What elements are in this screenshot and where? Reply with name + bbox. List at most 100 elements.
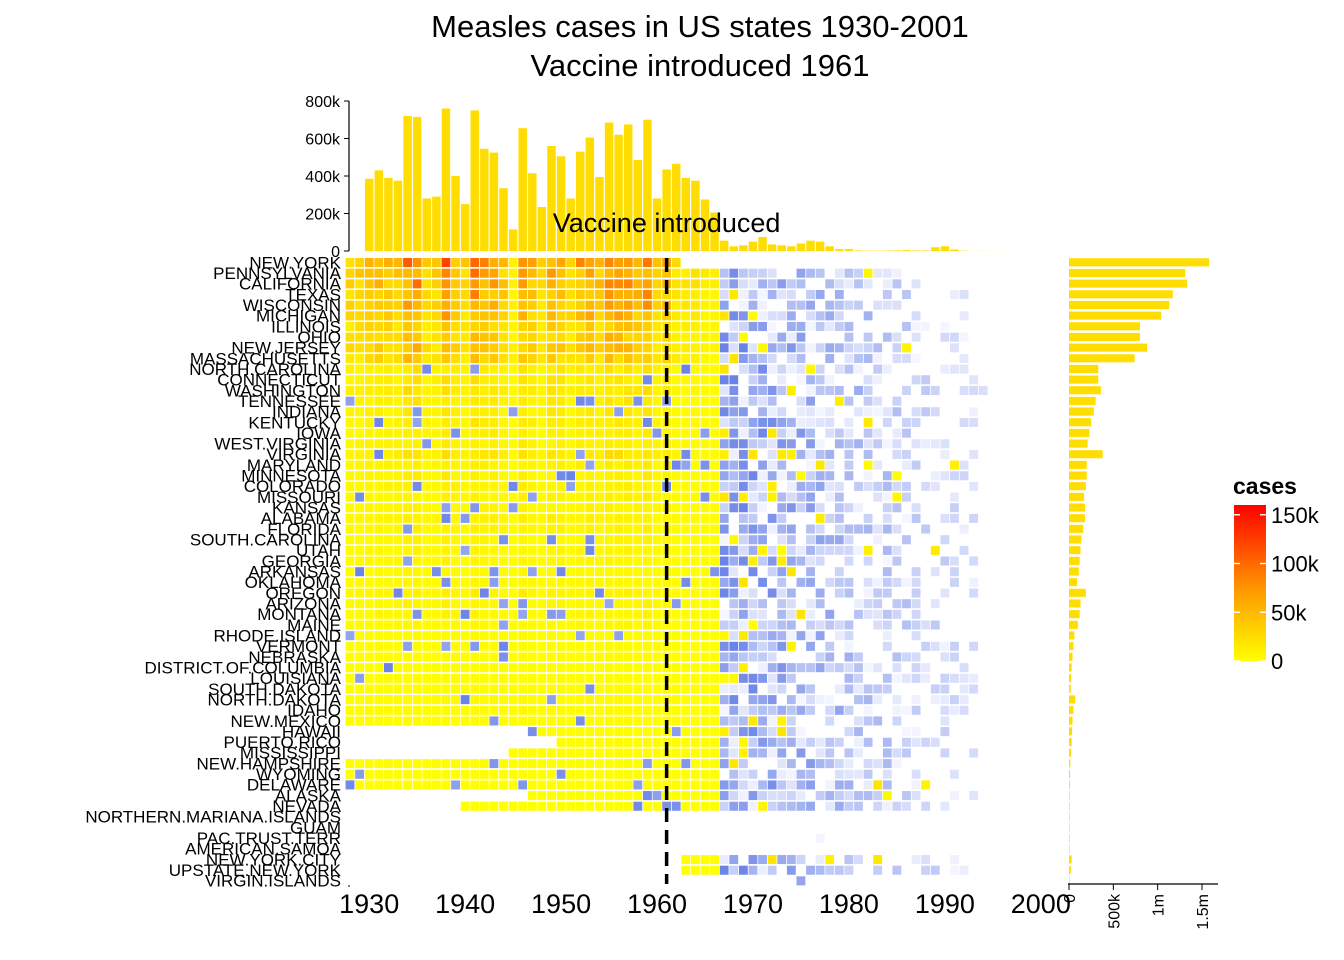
heatmap-cell [930,695,940,705]
heatmap-cell [518,417,528,427]
heatmap-cell [518,332,528,342]
heatmap-cell [614,300,624,310]
heatmap-cell [959,311,969,321]
heatmap-cell [806,449,815,459]
heatmap-cell [470,481,480,491]
heatmap-cell [710,759,720,769]
heatmap-cell [623,652,633,662]
heatmap-cell [479,481,489,491]
heatmap-cell [825,620,835,630]
heatmap-cell [777,716,787,726]
heatmap-cell [825,791,835,801]
heatmap-cell [825,855,835,865]
heatmap-cell [738,737,748,747]
heatmap-cell [460,684,470,694]
heatmap-cell [777,535,787,545]
heatmap-cell [863,439,873,449]
heatmap-cell [690,695,700,705]
heatmap-cell [767,727,777,737]
heatmap-cell [690,407,700,417]
heatmap-cell [431,364,441,374]
heatmap-cell [431,769,441,779]
heatmap-cell [527,321,537,332]
heatmap-cell [959,289,969,300]
heatmap-cell [758,716,767,726]
heatmap-cell [633,385,643,395]
heatmap-cell [719,417,729,427]
heatmap-cell [796,780,806,790]
heatmap-cell [566,716,576,726]
heatmap-cell [950,492,959,502]
heatmap-cell [547,620,556,630]
heatmap-cell [422,609,432,619]
heatmap-cell [710,556,720,566]
heatmap-cell [729,759,739,769]
heatmap-cell [623,716,633,726]
heatmap-cell [719,289,729,300]
heatmap-cell [738,727,748,737]
heatmap-cell [364,481,374,491]
heatmap-cell [633,727,643,737]
heatmap-cell [479,780,489,790]
heatmap-cell [566,289,576,300]
state-total-bar [1069,386,1101,395]
heatmap-cell [508,279,518,289]
heatmap-cell [345,652,355,662]
heatmap-cell [595,567,604,577]
heatmap-cell [825,385,835,395]
heatmap-cell [690,748,700,758]
heatmap-cell [950,865,959,875]
heatmap-cell [777,513,787,523]
heatmap-cell [383,652,393,662]
heatmap-cell [393,385,403,395]
heatmap-cell [844,460,854,470]
state-label: WASHINGTON [225,381,341,400]
heatmap-cell [547,428,556,438]
heatmap-cell [786,343,796,353]
heatmap-cell [393,780,403,790]
heatmap-cell [489,279,499,289]
top-y-tick-label: 400k [305,169,341,186]
heatmap-cell [585,748,595,758]
top-y-tick-label: 600k [305,132,341,149]
state-total-bar [1069,322,1140,331]
heatmap-cell [815,833,825,843]
heatmap-cell [786,481,796,491]
heatmap-cell [547,258,556,268]
heatmap-cell [671,801,681,811]
heatmap-cell [422,695,432,705]
heatmap-cell [614,780,624,790]
heatmap-cell [729,705,739,715]
heatmap-cell [470,311,480,321]
heatmap-cell [738,407,748,417]
heatmap-cell [729,599,739,609]
heatmap-cell [719,524,729,534]
heatmap-cell [690,492,700,502]
heatmap-cell [738,492,748,502]
heatmap-cell [355,599,365,609]
heatmap-cell [585,759,595,769]
heatmap-cell [719,609,729,619]
heatmap-cell [441,428,451,438]
heatmap-cell [738,716,748,726]
state-total-bar [1069,268,1186,278]
heatmap-cell [710,588,720,598]
heatmap-cell [969,407,979,417]
heatmap-cell [451,449,460,459]
state-label: MINNESOTA [241,467,341,486]
heatmap-cell [508,545,518,555]
heatmap-cell [690,556,700,566]
heatmap-cell [575,641,585,651]
heatmap-cell [911,609,921,619]
heatmap-cell [518,663,528,673]
heatmap-cell [575,449,585,459]
heatmap-cell [508,759,518,769]
heatmap-cell [806,695,815,705]
heatmap-cell [950,705,959,715]
heatmap-cell [969,577,979,587]
heatmap-cell [441,268,451,278]
heatmap-cell [882,567,892,577]
heatmap-cell [719,481,729,491]
heatmap-cell [806,300,815,310]
heatmap-cell [873,609,883,619]
